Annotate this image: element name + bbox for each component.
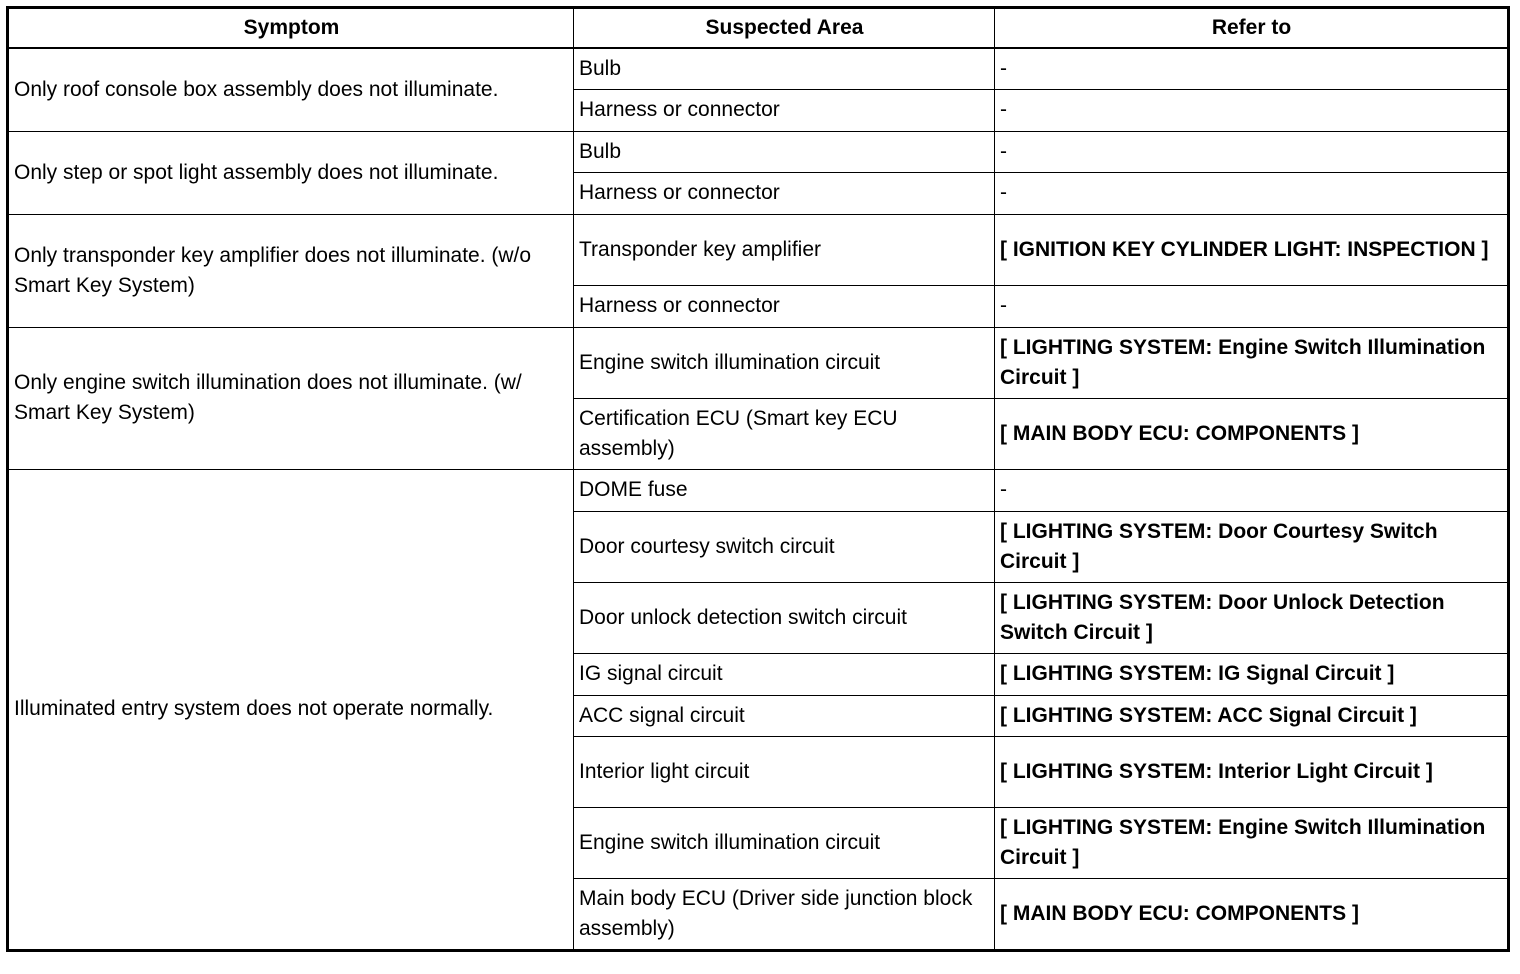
refer-to-cell[interactable]: [ LIGHTING SYSTEM: Engine Switch Illumin… xyxy=(994,326,1509,399)
refer-to-cell: - xyxy=(994,47,1509,90)
suspected-area-cell: Transponder key amplifier xyxy=(573,213,995,286)
suspected-area-cell: Engine switch illumination circuit xyxy=(573,806,995,879)
suspected-area-cell: Bulb xyxy=(573,47,995,90)
refer-to-cell[interactable]: [ MAIN BODY ECU: COMPONENTS ] xyxy=(994,877,1509,951)
suspected-area-cell: Harness or connector xyxy=(573,171,995,215)
suspected-area-cell: IG signal circuit xyxy=(573,652,995,696)
symptom-cell: Only engine switch illumination does not… xyxy=(7,326,574,470)
table-row: Only step or spot light assembly does no… xyxy=(7,130,1509,215)
symptom-cell: Only roof console box assembly does not … xyxy=(7,47,574,132)
refer-to-cell[interactable]: [ LIGHTING SYSTEM: Interior Light Circui… xyxy=(994,735,1509,808)
suspected-area-cell: Door courtesy switch circuit xyxy=(573,510,995,583)
table-row: Interior light circuit[ LIGHTING SYSTEM:… xyxy=(8,735,1509,808)
refer-to-cell[interactable]: [ LIGHTING SYSTEM: Door Unlock Detection… xyxy=(994,581,1509,654)
header-symptom: Symptom xyxy=(7,7,574,49)
suspected-area-cell: DOME fuse xyxy=(573,468,995,512)
refer-to-cell[interactable]: [ MAIN BODY ECU: COMPONENTS ] xyxy=(994,397,1509,470)
refer-to-cell: - xyxy=(994,171,1509,215)
refer-to-cell[interactable]: [ IGNITION KEY CYLINDER LIGHT: INSPECTIO… xyxy=(994,213,1509,286)
symptom-cell: Illuminated entry system does not operat… xyxy=(7,468,574,951)
refer-to-cell[interactable]: [ LIGHTING SYSTEM: Engine Switch Illumin… xyxy=(994,806,1509,879)
refer-to-cell: - xyxy=(994,284,1509,328)
table-row: Harness or connector - xyxy=(8,284,1509,328)
header-suspected-area: Suspected Area xyxy=(573,7,995,49)
suspected-area-cell: Main body ECU (Driver side junction bloc… xyxy=(573,877,995,951)
refer-to-cell[interactable]: [ LIGHTING SYSTEM: Door Courtesy Switch … xyxy=(994,510,1509,583)
table-row: Harness or connector - xyxy=(8,88,1509,132)
suspected-area-cell: Certification ECU (Smart key ECU assembl… xyxy=(573,397,995,470)
refer-to-cell[interactable]: [ LIGHTING SYSTEM: ACC Signal Circuit ] xyxy=(994,694,1509,737)
suspected-area-cell: Engine switch illumination circuit xyxy=(573,326,995,399)
suspected-area-cell: Harness or connector xyxy=(573,284,995,328)
table-row: Main body ECU (Driver side junction bloc… xyxy=(8,877,1509,951)
symptom-cell: Only step or spot light assembly does no… xyxy=(7,130,574,215)
refer-to-cell: - xyxy=(994,130,1509,173)
table-row: ACC signal circuit[ LIGHTING SYSTEM: ACC… xyxy=(8,694,1509,737)
suspected-area-cell: Interior light circuit xyxy=(573,735,995,808)
suspected-area-cell: ACC signal circuit xyxy=(573,694,995,737)
table-row: Only engine switch illumination does not… xyxy=(7,326,1509,470)
symptom-cell: Only transponder key amplifier does not … xyxy=(7,213,574,328)
header-refer-to: Refer to xyxy=(994,7,1509,49)
suspected-area-cell: Door unlock detection switch circuit xyxy=(573,581,995,654)
header-row: Symptom Suspected Area Refer to xyxy=(7,7,1509,49)
table-row: IG signal circuit[ LIGHTING SYSTEM: IG S… xyxy=(8,652,1509,696)
table-row: Certification ECU (Smart key ECU assembl… xyxy=(8,397,1509,470)
suspected-area-cell: Harness or connector xyxy=(573,88,995,132)
table-row: Illuminated entry system does not operat… xyxy=(7,468,1509,951)
table-row: Engine switch illumination circuit[ LIGH… xyxy=(8,806,1509,879)
refer-to-cell: - xyxy=(994,468,1509,512)
table-row: Only roof console box assembly does not … xyxy=(7,47,1509,132)
refer-to-cell: - xyxy=(994,88,1509,132)
table-row: Only transponder key amplifier does not … xyxy=(7,213,1509,328)
suspected-area-cell: Bulb xyxy=(573,130,995,173)
table-row: Door courtesy switch circuit[ LIGHTING S… xyxy=(8,510,1509,583)
troubleshooting-table: Symptom Suspected Area Refer to Only roo… xyxy=(6,6,1510,952)
refer-to-cell[interactable]: [ LIGHTING SYSTEM: IG Signal Circuit ] xyxy=(994,652,1509,696)
